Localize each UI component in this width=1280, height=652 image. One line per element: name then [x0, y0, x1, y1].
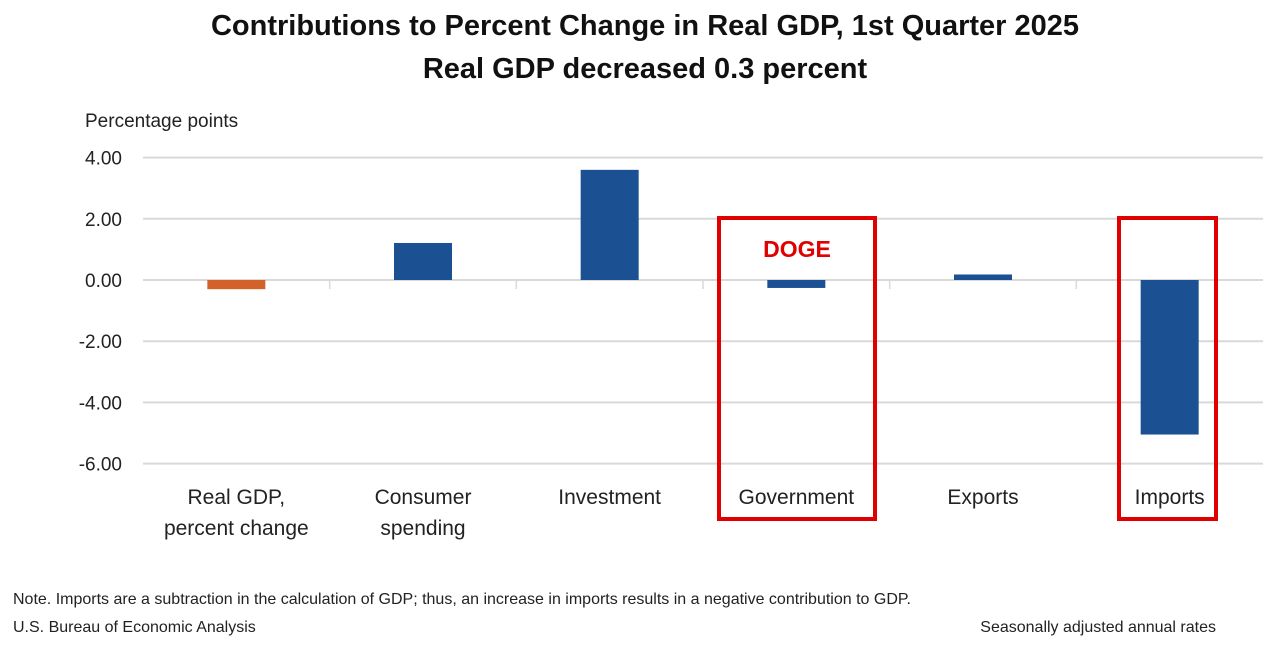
category-label-line: Investment — [558, 486, 662, 509]
y-tick-label: 2.00 — [85, 210, 122, 231]
y-tick-label: -4.00 — [79, 393, 122, 414]
y-tick-label: 4.00 — [85, 149, 122, 170]
y-axis-label: Percentage points — [85, 111, 239, 132]
bar-real-gdp-percent-change — [207, 280, 266, 290]
bar-exports — [954, 274, 1012, 280]
y-tick-label: -6.00 — [79, 455, 122, 476]
category-label-line: Imports — [1134, 486, 1205, 509]
y-tick-label: 0.00 — [85, 271, 122, 292]
category-label-line: Real GDP, — [187, 486, 286, 509]
chart-subtitle: Real GDP decreased 0.3 percent — [422, 53, 868, 85]
bar-imports — [1140, 280, 1199, 435]
footnote: Note. Imports are a subtraction in the c… — [13, 591, 911, 608]
y-tick-label: -2.00 — [79, 332, 122, 353]
bar-consumer-spending — [394, 242, 452, 280]
bar-investment — [580, 169, 639, 280]
highlight-box-imports — [1117, 216, 1218, 521]
rates-label: Seasonally adjusted annual rates — [980, 619, 1216, 636]
doge-annotation: DOGE — [763, 236, 831, 262]
bar-government — [767, 280, 826, 288]
source-label: U.S. Bureau of Economic Analysis — [13, 619, 256, 636]
x-category-label: Imports — [1077, 482, 1263, 513]
category-label-line: Government — [738, 486, 855, 509]
category-label-line: spending — [380, 517, 466, 540]
x-category-label: Real GDP, percent change — [143, 482, 329, 544]
category-label-line: Consumer — [374, 486, 472, 509]
x-category-label: Consumer spending — [330, 482, 516, 544]
x-category-label: Government — [703, 482, 889, 513]
chart-title: Contributions to Percent Change in Real … — [210, 10, 1080, 42]
x-category-label: Exports — [890, 482, 1076, 513]
category-label-line: Exports — [947, 486, 1019, 509]
category-label-line: percent change — [163, 517, 309, 540]
x-category-label: Investment — [517, 482, 703, 513]
highlight-box-government — [717, 216, 877, 521]
